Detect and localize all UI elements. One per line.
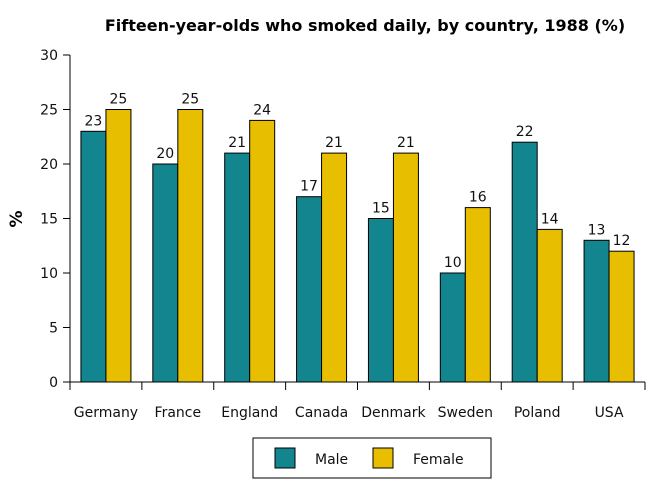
data-label: 25 xyxy=(110,92,128,108)
y-tick-label: 10 xyxy=(40,266,58,282)
legend-label-male: Male xyxy=(315,452,348,468)
x-tick-label: Poland xyxy=(514,405,561,421)
bar-male-usa xyxy=(583,239,610,383)
legend-swatch-male xyxy=(274,447,296,469)
legend-box xyxy=(252,437,492,479)
data-label: 15 xyxy=(372,201,390,217)
chart-title: Fifteen-year-olds who smoked daily, by c… xyxy=(105,16,625,35)
data-label: 17 xyxy=(300,179,318,195)
x-tick-label: England xyxy=(221,405,278,421)
bar-male-poland xyxy=(511,141,538,383)
legend-label-female: Female xyxy=(413,452,464,468)
data-label: 24 xyxy=(253,102,271,118)
legend-swatch-female xyxy=(372,447,394,469)
bar-female-germany xyxy=(105,109,132,383)
x-tick-label: France xyxy=(155,405,202,421)
x-tick-label: Denmark xyxy=(361,405,426,421)
data-label: 20 xyxy=(156,146,174,162)
data-label: 10 xyxy=(444,255,462,271)
bar-female-canada xyxy=(321,152,348,383)
bar-female-sweden xyxy=(464,207,491,383)
data-label: 21 xyxy=(228,135,246,151)
y-tick-label: 0 xyxy=(49,375,58,391)
data-label: 16 xyxy=(469,190,487,206)
x-tick-label: Canada xyxy=(295,405,348,421)
bar-male-denmark xyxy=(367,218,394,383)
x-tick-label: Germany xyxy=(74,405,138,421)
bar-male-canada xyxy=(296,196,323,383)
y-tick-label: 5 xyxy=(49,321,58,337)
y-axis-label: % xyxy=(7,210,27,227)
bar-male-france xyxy=(152,163,179,383)
bar-female-england xyxy=(249,119,276,383)
bar-male-germany xyxy=(80,130,107,383)
bar-female-poland xyxy=(536,228,563,383)
plot-area: 0 5 10 15 20 25 30 23 25 Germany 20 25 France 21 24 Eng… xyxy=(40,48,646,421)
data-label: 22 xyxy=(516,124,534,140)
data-label: 13 xyxy=(588,222,606,238)
bar-female-usa xyxy=(608,250,635,383)
y-tick-label: 15 xyxy=(40,212,58,228)
y-tick-label: 20 xyxy=(40,157,58,173)
x-tick-label: Sweden xyxy=(438,405,493,421)
bar-female-france xyxy=(177,109,204,383)
bar-male-england xyxy=(224,152,251,383)
bar-female-denmark xyxy=(392,152,419,383)
data-label: 23 xyxy=(85,113,103,129)
data-label: 25 xyxy=(181,92,199,108)
y-tick-label: 30 xyxy=(40,48,58,64)
legend: Male Female xyxy=(252,437,492,479)
data-label: 12 xyxy=(613,233,631,249)
data-label: 14 xyxy=(541,211,559,227)
data-label: 21 xyxy=(397,135,415,151)
x-tick-label: USA xyxy=(595,405,624,421)
bar-male-sweden xyxy=(439,272,466,383)
data-label: 21 xyxy=(325,135,343,151)
y-tick-label: 25 xyxy=(40,103,58,119)
